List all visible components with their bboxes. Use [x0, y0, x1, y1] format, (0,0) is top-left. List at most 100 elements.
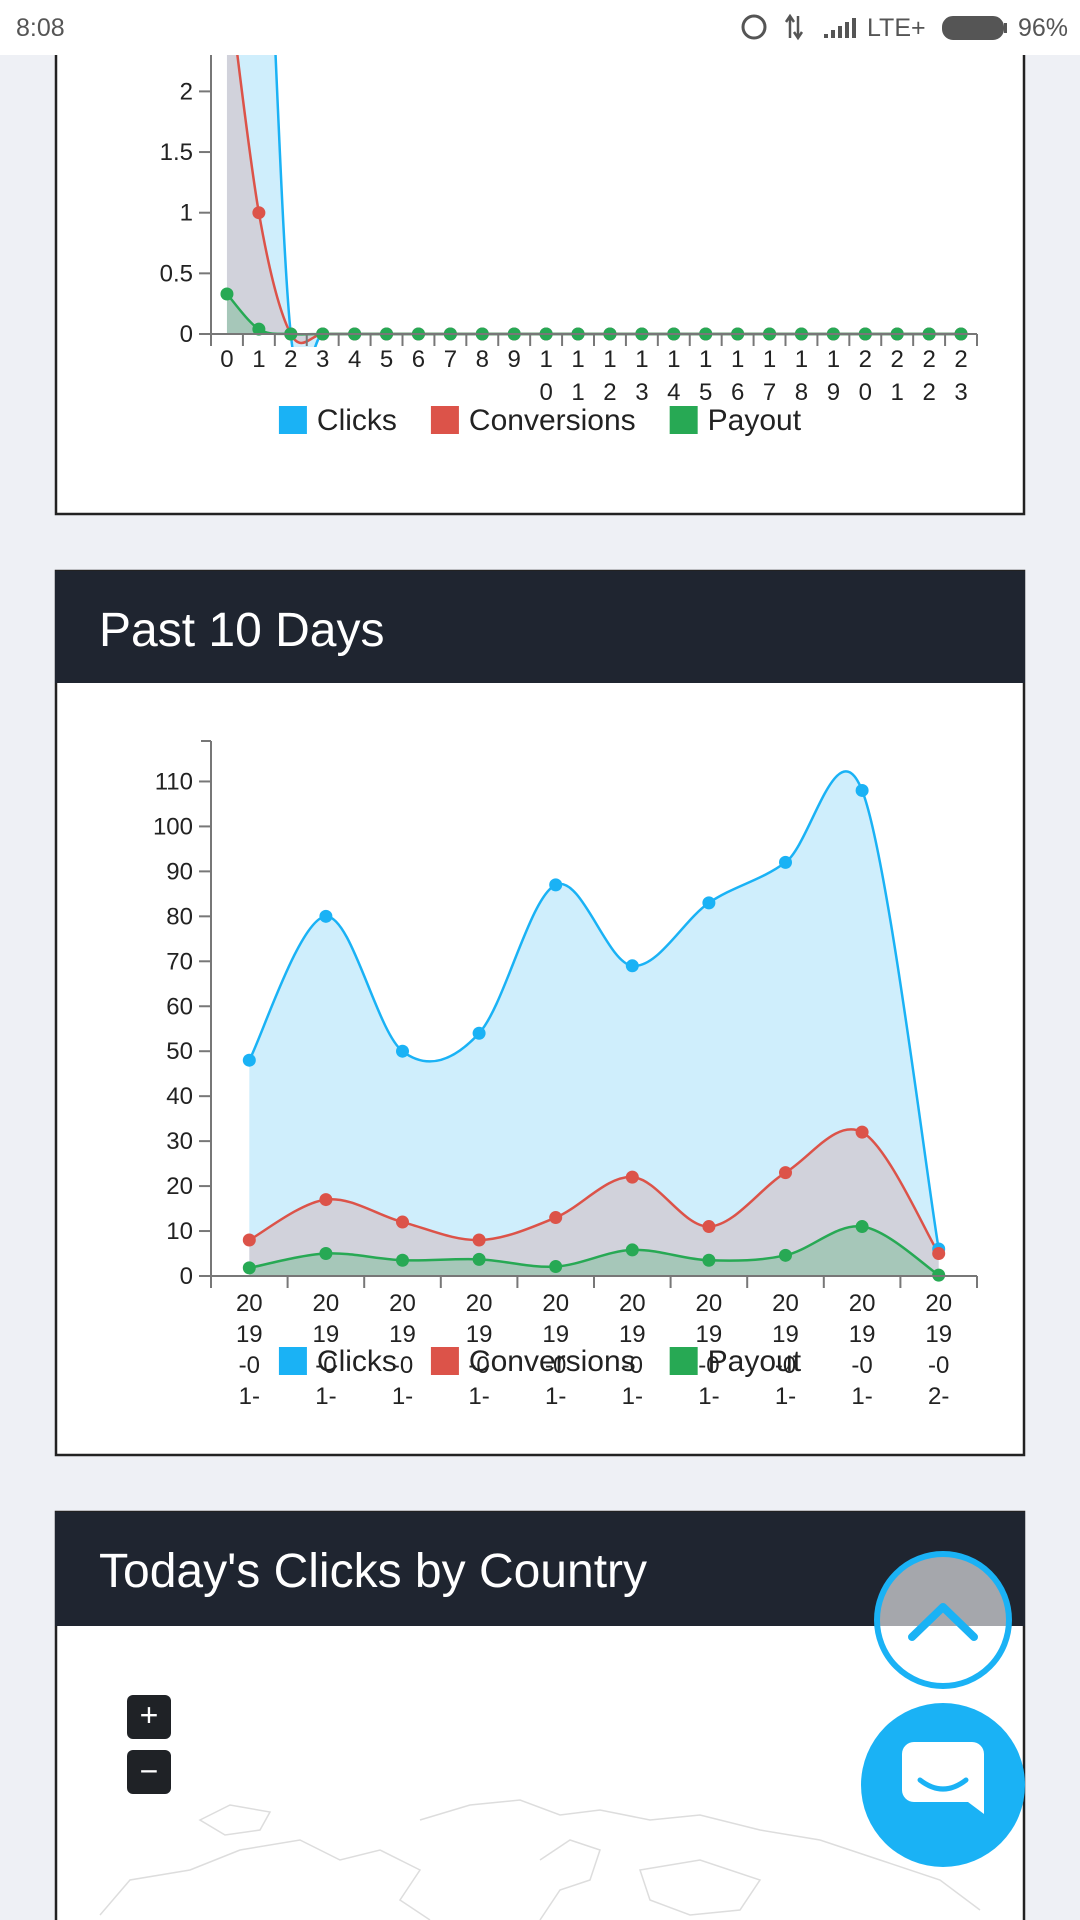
y-tick-label: 90 — [166, 858, 193, 885]
x-tick-label: 8 — [476, 346, 489, 373]
x-tick-label: 20 19 -0 1- — [542, 1290, 569, 1410]
x-tick-label: 9 — [508, 346, 521, 373]
x-tick-label: 20 19 -0 1- — [849, 1290, 876, 1410]
x-tick-label: 20 19 -0 1- — [236, 1290, 263, 1410]
data-point — [625, 1243, 639, 1257]
plot-area — [242, 770, 946, 1282]
y-tick-label: 40 — [166, 1083, 193, 1110]
area-fill — [249, 1226, 939, 1276]
data-point — [252, 206, 266, 220]
signal-icon — [824, 18, 856, 38]
x-tick-label: 20 19 -0 1- — [772, 1290, 799, 1410]
data-point — [549, 1211, 563, 1225]
data-point — [242, 1053, 256, 1067]
legend-label: Payout — [708, 404, 802, 437]
x-tick-label: 1 — [252, 346, 265, 373]
data-point — [549, 878, 563, 892]
zoom-out-button[interactable] — [127, 1750, 171, 1794]
x-labels: 0 1 2 3 4 5 6 7 8 9 1 01 11 21 31 41 51 61 71 81 92 02 12 22 3 — [220, 346, 967, 406]
data-point — [396, 1253, 409, 1267]
x-tick-label: 3 — [316, 346, 329, 373]
legend-label: Conversions — [469, 1345, 636, 1378]
y-tick-label: 50 — [166, 1038, 193, 1065]
series-line — [249, 1225, 940, 1277]
x-tick-label: 20 19 -0 1- — [313, 1290, 340, 1410]
y-tick-label: 1.5 — [160, 139, 193, 166]
x-tick-label: 7 — [444, 346, 457, 373]
data-point — [472, 1252, 486, 1266]
x-tick-label: 20 19 -0 2- — [925, 1290, 952, 1410]
hourly-panel — [54, 0, 1026, 516]
data-point — [625, 1170, 639, 1184]
y-tick-label: 100 — [153, 813, 193, 840]
map-outline — [99, 1799, 981, 1920]
zoom-in-label: + — [140, 1697, 159, 1733]
y-tick-label: 2 — [180, 78, 193, 105]
data-point — [220, 287, 234, 301]
data-point — [549, 1260, 563, 1274]
battery-tip — [1004, 23, 1007, 33]
data-point — [855, 783, 869, 797]
legend-swatch — [278, 406, 307, 434]
scroll-top-button[interactable] — [874, 1551, 1012, 1689]
legend-label: Payout — [708, 1345, 802, 1378]
status-battery: 96% — [1018, 14, 1068, 42]
legend-swatch — [669, 1347, 698, 1375]
data-point — [319, 1193, 333, 1207]
zoom-in-button[interactable] — [127, 1695, 171, 1739]
status-network: LTE+ — [867, 14, 926, 42]
y-tick-label: 0.5 — [160, 260, 193, 287]
data-point — [855, 1220, 869, 1234]
y-tick-label: 1 — [180, 200, 193, 227]
panel-header — [55, 571, 1025, 683]
data-point — [252, 322, 266, 336]
chat-icon — [902, 1742, 984, 1814]
data-point — [472, 1233, 486, 1247]
y-tick-label: 20 — [166, 1173, 193, 1200]
chevron-icon — [908, 1603, 978, 1641]
x-tick-label: 20 19 -0 1- — [696, 1290, 723, 1410]
zoom-out-label: − — [140, 1753, 159, 1789]
legend-swatch — [669, 406, 698, 434]
legend-label: Clicks — [317, 404, 397, 437]
legend-swatch — [430, 1347, 459, 1375]
y-tick-label: 80 — [166, 903, 193, 930]
x-tick-label: 20 19 -0 1- — [619, 1290, 646, 1410]
y-tick-label: 30 — [166, 1128, 193, 1155]
data-point — [779, 1248, 792, 1262]
panel-header — [55, 1512, 1025, 1626]
status-time: 8:08 — [16, 14, 65, 42]
x-tick-label: 20 19 -0 1- — [389, 1290, 416, 1410]
series-line — [248, 1128, 940, 1255]
x-labels: 20 19 -0 1- 20 19 -0 1- 20 19 -0 1- 20 19 -0 1- 20 19 -0 1-… — [236, 1290, 952, 1410]
legend-swatch — [278, 1347, 307, 1375]
data-point — [702, 1220, 716, 1234]
x-tick-label: 6 — [412, 346, 425, 373]
x-tick-label: 20 19 -0 1- — [466, 1290, 493, 1410]
legend-label: Conversions — [469, 404, 636, 437]
y-tick-label: 0 — [180, 1263, 193, 1290]
y-tick-label: 70 — [166, 948, 193, 975]
data-point — [779, 1166, 792, 1180]
hourly-chart: 00.511.520 1 2 3 4 5 6 7 8 9 1 01 11 21 31 41 51 61 71 81 92… — [160, 55, 978, 437]
panel-title: Today's Clicks by Country — [99, 1545, 647, 1598]
data-point — [702, 896, 716, 910]
x-tick-label: 0 — [220, 346, 233, 373]
data-point — [396, 1215, 409, 1229]
chat-smile — [917, 1777, 969, 1792]
alarm-icon — [741, 14, 767, 40]
data-point — [779, 855, 792, 869]
data-point — [396, 1044, 409, 1058]
